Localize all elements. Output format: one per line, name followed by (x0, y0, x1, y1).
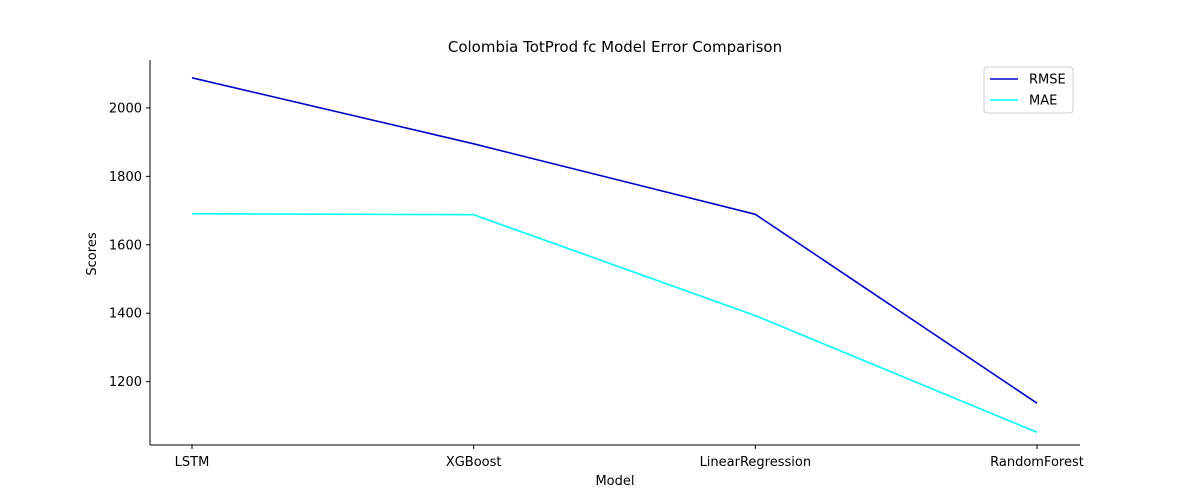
y-ticks: 1200 1400 1600 1800 2000 (109, 101, 150, 390)
y-tick-label: 1200 (109, 375, 142, 390)
series-line-rmse (191, 77, 1038, 404)
x-tick-label: LSTM (175, 455, 210, 470)
legend-label-rmse: RMSE (1029, 73, 1066, 88)
y-tick-label: 1600 (109, 238, 142, 253)
series-lines (191, 77, 1038, 434)
y-tick-label: 1400 (109, 307, 142, 322)
x-tick-label: LinearRegression (700, 455, 812, 470)
y-tick-label: 2000 (109, 101, 142, 116)
x-tick-label: XGBoost (446, 455, 502, 470)
y-axis-label: Scores (85, 232, 100, 275)
legend-label-mae: MAE (1029, 94, 1057, 109)
x-axis-label: Model (595, 474, 634, 489)
legend: RMSE MAE (983, 66, 1074, 114)
chart-title: Colombia TotProd fc Model Error Comparis… (448, 38, 782, 56)
axes (149, 60, 1080, 446)
y-tick-label: 1800 (109, 170, 142, 185)
x-tick-label: RandomForest (990, 455, 1084, 470)
x-ticks: LSTM XGBoost LinearRegression RandomForest (175, 445, 1084, 470)
series-line-mae (191, 212, 1038, 434)
